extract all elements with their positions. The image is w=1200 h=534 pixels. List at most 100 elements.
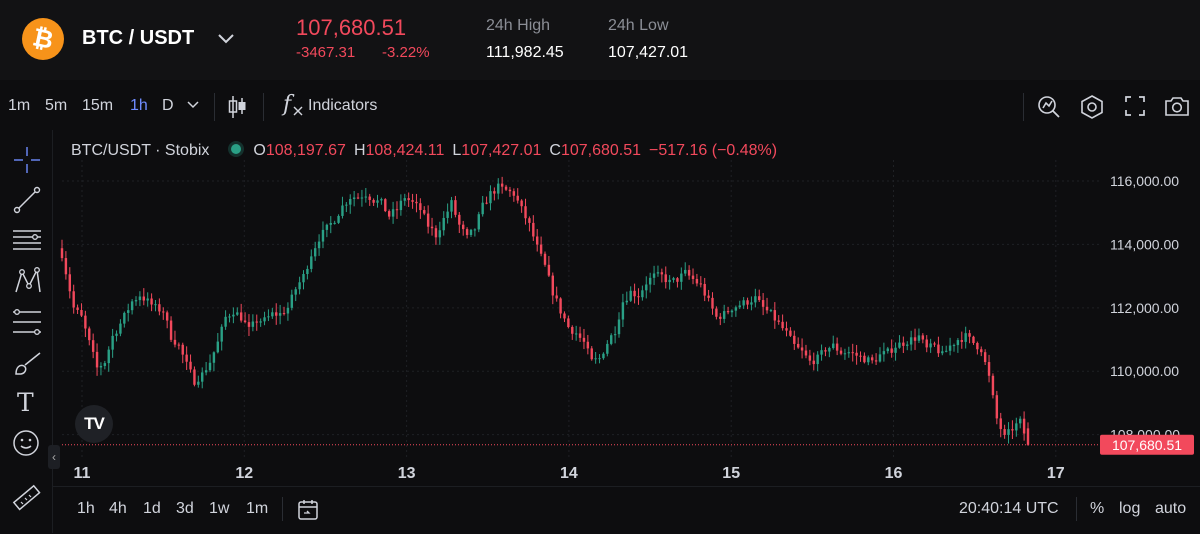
fib-icon[interactable]	[11, 308, 43, 336]
collapse-toolbar-button[interactable]: ‹	[48, 445, 60, 469]
trendline-icon[interactable]	[13, 186, 41, 214]
chevron-down-icon[interactable]	[217, 28, 235, 50]
candle-body-up	[738, 305, 741, 308]
candle-body-down	[991, 375, 995, 396]
candle-body-up	[130, 301, 134, 311]
candle-body-down	[64, 258, 68, 275]
price-change-percent: -3.22%	[382, 44, 430, 61]
ruler-icon[interactable]	[12, 483, 42, 513]
fullscreen-icon[interactable]	[1125, 96, 1145, 116]
camera-icon[interactable]	[1164, 95, 1190, 117]
candle-body-down	[536, 236, 539, 245]
candle-body-down	[528, 218, 531, 223]
candle-body-up	[329, 222, 332, 225]
candle-body-up	[442, 217, 445, 231]
last-price: 107,680.51	[296, 15, 407, 40]
percent-scale-toggle[interactable]: %	[1090, 500, 1105, 517]
range-3d[interactable]: 3d	[176, 500, 194, 517]
candle-body-down	[142, 296, 146, 301]
candle-body-up	[469, 229, 473, 235]
candle-body-down	[633, 290, 636, 297]
interval-d[interactable]: D	[162, 97, 174, 114]
alert-icon[interactable]	[1037, 94, 1061, 118]
x-tick-label: 12	[235, 465, 253, 482]
date-range-icon[interactable]	[296, 498, 320, 522]
candle-body-up	[489, 191, 492, 204]
candle-body-down	[239, 312, 243, 321]
candle-body-down	[384, 199, 387, 212]
candle-body-up	[313, 248, 317, 257]
candle-body-down	[761, 300, 765, 307]
price-change: -3467.31	[296, 44, 356, 61]
candle-body-down	[812, 360, 815, 365]
pair-selector-label[interactable]: BTC / USDT	[82, 27, 195, 49]
interval-1h[interactable]: 1h	[130, 97, 148, 114]
log-scale-toggle[interactable]: log	[1119, 500, 1141, 517]
candle-body-up	[952, 345, 956, 347]
candle-body-down	[590, 348, 593, 360]
candle-body-up	[941, 351, 944, 354]
candle-body-down	[508, 189, 512, 192]
candle-body-down	[181, 344, 184, 355]
range-1h[interactable]: 1h	[77, 500, 95, 517]
candle-body-down	[719, 316, 722, 319]
candle-body-down	[824, 350, 827, 352]
interval-1m[interactable]: 1m	[8, 97, 31, 114]
candle-body-up	[364, 196, 368, 198]
symbol-label[interactable]: BTC/USDT · Stobix	[71, 142, 210, 159]
candle-body-down	[395, 209, 399, 211]
candle-body-up	[201, 372, 204, 382]
x-tick-label: 15	[722, 465, 740, 482]
indicators-button[interactable]: Indicators	[308, 97, 378, 114]
range-1w[interactable]: 1w	[209, 500, 230, 517]
candle-body-down	[890, 348, 893, 353]
horizontal-lines-icon[interactable]	[11, 226, 43, 254]
candle-body-up	[734, 307, 738, 311]
text-icon[interactable]: T	[17, 388, 34, 417]
interval-5m[interactable]: 5m	[45, 97, 68, 114]
settings-icon[interactable]	[1080, 95, 1104, 119]
candle-body-down	[543, 253, 547, 265]
candle-body-up	[224, 316, 227, 327]
candle-body-down	[454, 200, 457, 215]
close-value-ohlc: 107,680.51	[560, 142, 642, 159]
indicators-icon[interactable]: f	[283, 92, 305, 118]
crosshair-icon[interactable]	[13, 146, 41, 174]
candle-body-up	[606, 343, 609, 354]
range-4h[interactable]: 4h	[109, 500, 127, 517]
range-1d[interactable]: 1d	[143, 500, 161, 517]
pattern-icon[interactable]	[13, 266, 43, 296]
candle-body-up	[290, 294, 294, 308]
candle-body-up	[263, 317, 266, 322]
candle-body-down	[933, 343, 936, 345]
candle-body-up	[886, 348, 889, 352]
tradingview-logo[interactable]: TV	[75, 405, 113, 443]
candle-body-down	[695, 278, 699, 284]
candle-body-down	[559, 298, 562, 314]
brush-icon[interactable]	[12, 350, 44, 378]
candle-body-down	[275, 312, 278, 316]
candle-body-down	[516, 195, 519, 201]
range-1m[interactable]: 1m	[246, 500, 269, 517]
x-tick-label: 13	[398, 465, 416, 482]
emoji-icon[interactable]	[12, 429, 40, 457]
candle-body-up	[212, 352, 216, 363]
interval-15m[interactable]: 15m	[82, 97, 114, 114]
candle-body-up	[617, 319, 621, 335]
candle-body-up	[648, 277, 652, 285]
candle-body-up	[438, 230, 442, 238]
candles-icon[interactable]	[226, 94, 248, 120]
candle-body-down	[458, 214, 461, 225]
candle-body-down	[356, 197, 360, 199]
candle-body-down	[796, 343, 800, 348]
candle-body-up	[641, 290, 644, 298]
candle-body-down	[571, 327, 574, 334]
chevron-down-icon[interactable]	[186, 98, 200, 112]
candle-body-down	[493, 191, 496, 194]
candle-body-down	[937, 344, 940, 354]
low-value-ohlc: 107,427.01	[461, 142, 542, 159]
utc-clock[interactable]: 20:40:14 UTC	[959, 500, 1059, 517]
candle-body-up	[403, 198, 406, 201]
auto-scale-toggle[interactable]: auto	[1155, 500, 1187, 517]
